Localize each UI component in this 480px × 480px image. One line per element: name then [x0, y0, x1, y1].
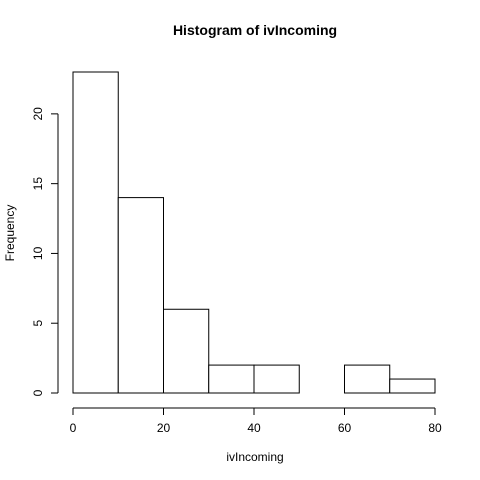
- x-axis: 0 20 40 60 80: [70, 407, 442, 435]
- x-tick-label: 80: [428, 421, 442, 435]
- x-tick-label: 20: [157, 421, 171, 435]
- histogram-bar-6: [344, 364, 391, 394]
- histogram-bar-7: [389, 378, 436, 394]
- y-tick-label: 5: [31, 320, 45, 327]
- y-tick-label: 20: [31, 107, 45, 121]
- y-tick-label: 0: [31, 389, 45, 396]
- y-axis: 0 5 10 15 20: [31, 107, 59, 396]
- y-tick-label: 10: [31, 246, 45, 260]
- x-tick-label: 40: [247, 421, 261, 435]
- y-axis-label: Frequency: [3, 205, 17, 262]
- histogram-bar-2: [163, 308, 210, 394]
- x-tick-label: 0: [70, 421, 77, 435]
- x-axis-label: ivIncoming: [226, 450, 283, 464]
- x-tick-label: 60: [338, 421, 352, 435]
- histogram-bar-0: [72, 71, 119, 394]
- y-tick-label: 15: [31, 177, 45, 191]
- histogram-bar-3: [208, 364, 255, 394]
- histogram-bar-4: [253, 364, 300, 394]
- histogram-bar-1: [117, 197, 164, 394]
- bars-group: [72, 71, 436, 394]
- chart-title: Histogram of ivIncoming: [173, 22, 337, 38]
